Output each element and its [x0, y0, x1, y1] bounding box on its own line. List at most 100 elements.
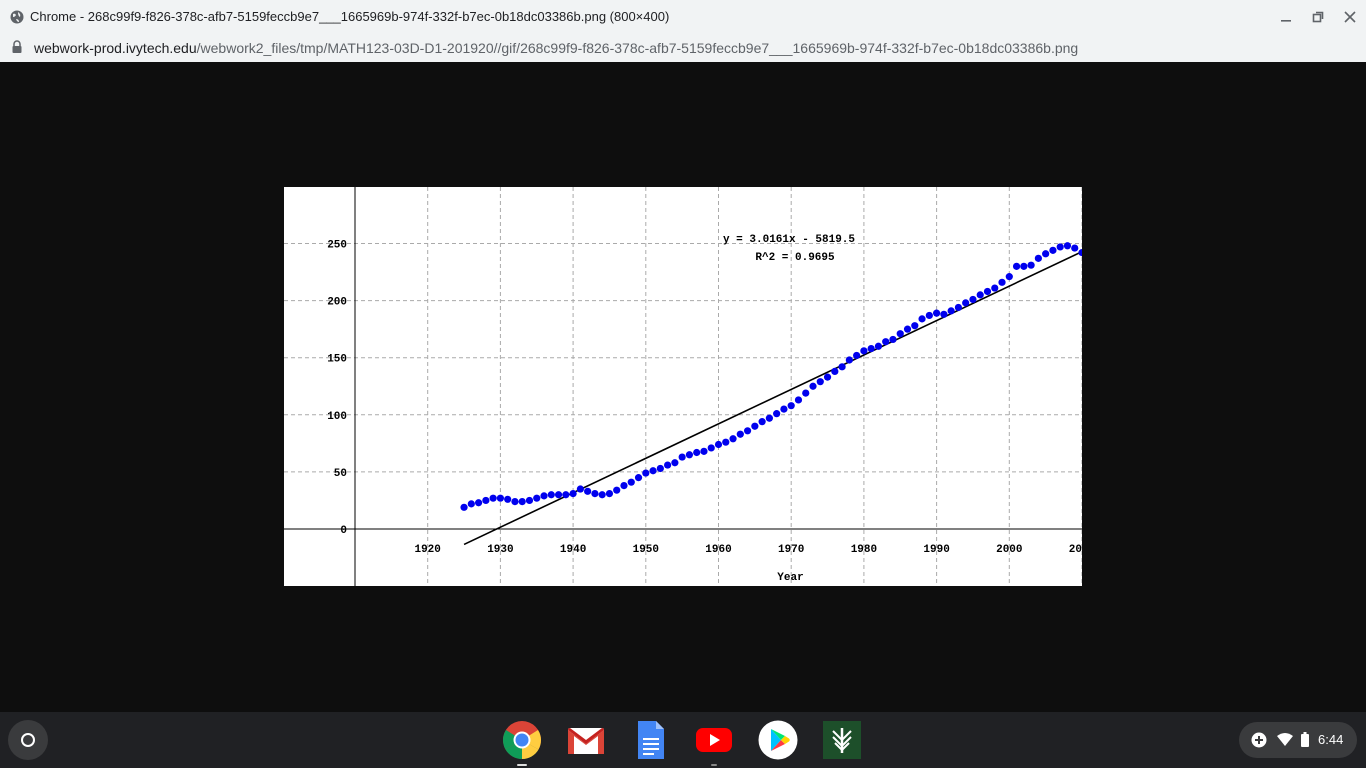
- data-point: [816, 378, 824, 386]
- youtube-icon[interactable]: [694, 720, 734, 760]
- wifi-icon: [1277, 733, 1293, 746]
- y-tick-label: 250: [327, 240, 347, 252]
- x-tick-label: 1920: [414, 544, 440, 556]
- minimize-button[interactable]: [1275, 6, 1297, 28]
- data-point: [802, 389, 810, 397]
- restore-icon: [1312, 11, 1324, 23]
- data-point: [1063, 242, 1072, 250]
- data-point: [736, 430, 744, 438]
- data-point: [947, 307, 955, 315]
- data-point: [823, 373, 832, 381]
- launcher-button[interactable]: [8, 720, 48, 760]
- data-point: [722, 438, 730, 446]
- data-point: [794, 396, 803, 404]
- battery-icon: [1301, 732, 1309, 747]
- data-point: [925, 311, 933, 320]
- data-point: [729, 435, 737, 443]
- restore-button[interactable]: [1307, 6, 1329, 28]
- ivy-tech-icon[interactable]: [822, 720, 862, 760]
- y-tick-label: 200: [327, 297, 347, 309]
- window-title-bar: Chrome - 268c99f9-f826-378c-afb7-5159fec…: [0, 0, 1366, 34]
- data-point: [584, 487, 592, 495]
- docs-icon[interactable]: [630, 720, 670, 760]
- data-point: [1005, 273, 1013, 281]
- window-title: Chrome - 268c99f9-f826-378c-afb7-5159fec…: [30, 9, 670, 24]
- data-point: [1056, 243, 1064, 251]
- data-point: [714, 440, 723, 449]
- data-point: [533, 494, 541, 502]
- data-point: [983, 287, 992, 296]
- address-bar[interactable]: webwork-prod.ivytech.edu/webwork2_files/…: [0, 34, 1366, 63]
- x-axis-label: Year: [777, 572, 803, 584]
- data-point: [896, 330, 904, 338]
- data-point: [918, 315, 926, 323]
- clock-time: 6:44: [1318, 732, 1344, 747]
- data-point: [482, 496, 490, 505]
- data-point: [613, 486, 621, 494]
- y-tick-label: 50: [334, 468, 347, 480]
- chrome-icon[interactable]: [502, 720, 542, 760]
- data-point: [1034, 254, 1042, 262]
- data-point: [831, 367, 839, 376]
- data-point: [605, 489, 614, 498]
- data-point: [540, 492, 548, 500]
- x-tick-label: 2010: [1069, 544, 1082, 556]
- x-tick-label: 1950: [633, 544, 659, 556]
- x-tick-label: 1990: [923, 544, 949, 556]
- data-point: [547, 491, 555, 499]
- data-point: [962, 299, 970, 307]
- data-point: [1049, 246, 1057, 254]
- data-point: [1071, 244, 1079, 252]
- data-point: [693, 448, 701, 457]
- y-tick-label: 150: [327, 354, 347, 366]
- data-point: [460, 503, 468, 511]
- data-point: [998, 278, 1006, 286]
- chart-image: 1920193019401950196019701980199020002010…: [284, 187, 1095, 586]
- data-point: [780, 405, 788, 413]
- url-path: /webwork2_files/tmp/MATH123-03D-D1-20192…: [196, 40, 1079, 56]
- data-point: [634, 474, 643, 482]
- data-point: [671, 459, 679, 467]
- data-point: [554, 491, 563, 499]
- data-point: [504, 495, 512, 503]
- youtube-running-indicator: [711, 764, 717, 766]
- data-point: [707, 444, 715, 452]
- data-point: [664, 461, 672, 469]
- data-point: [627, 478, 635, 486]
- data-point: [787, 402, 795, 410]
- data-point: [489, 494, 497, 502]
- status-tray[interactable]: 6:44: [1239, 722, 1357, 758]
- x-tick-label: 2000: [996, 544, 1022, 556]
- x-tick-label: 1940: [560, 544, 586, 556]
- data-point: [642, 469, 650, 477]
- y-tick-label: 100: [327, 411, 347, 423]
- data-point: [1027, 261, 1035, 269]
- data-point: [511, 497, 519, 506]
- data-point: [743, 427, 752, 435]
- url-text[interactable]: webwork-prod.ivytech.edu/webwork2_files/…: [34, 40, 1078, 56]
- play-store-icon[interactable]: [758, 720, 798, 760]
- launcher-icon: [21, 733, 35, 747]
- x-tick-label: 1930: [487, 544, 513, 556]
- minimize-icon: [1281, 20, 1291, 22]
- chrome-running-indicator: [517, 764, 527, 766]
- data-point: [1020, 262, 1028, 270]
- data-point: [678, 453, 686, 461]
- data-point: [1078, 249, 1086, 257]
- data-point: [773, 410, 781, 418]
- data-point: [751, 422, 759, 430]
- data-point: [758, 418, 766, 426]
- gmail-icon[interactable]: [566, 720, 606, 760]
- data-point: [882, 338, 890, 346]
- close-button[interactable]: [1339, 6, 1361, 28]
- browser-viewport: 1920193019401950196019701980199020002010…: [0, 62, 1366, 712]
- data-point: [525, 496, 534, 505]
- data-point: [874, 342, 883, 350]
- data-point: [649, 467, 657, 475]
- r-squared-annotation: R^2 = 0.9695: [755, 252, 835, 264]
- url-host: webwork-prod.ivytech.edu: [34, 40, 197, 56]
- x-tick-label: 1970: [778, 544, 804, 556]
- data-point: [933, 309, 941, 317]
- lock-icon: [12, 40, 22, 53]
- data-point: [940, 310, 948, 318]
